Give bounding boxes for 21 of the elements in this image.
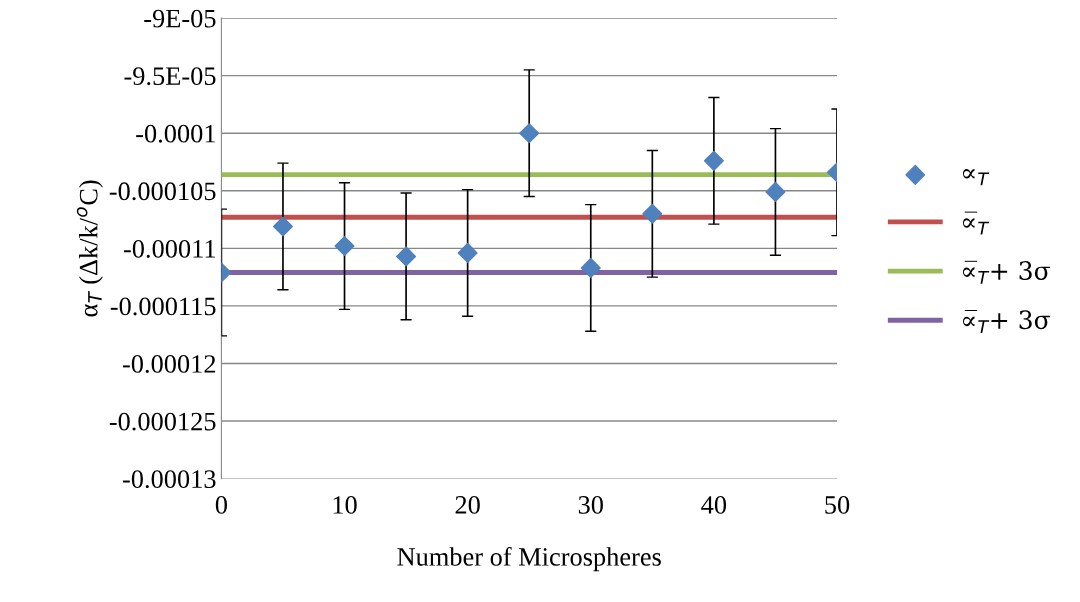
y-tick-label: -0.00011 [123,239,215,258]
y-tick-label: -0.000105 [109,182,216,201]
y-axis-title: α$_{T}$ (Δk/k/$^{o}$C) [76,180,103,317]
x-tick-label: 0 [215,496,227,514]
x-tick-label: 10 [333,496,357,514]
x-tick-label: 50 [825,496,850,514]
x-axis-title: Number of Microspheres [397,546,661,572]
y-tick-label: -0.00013 [122,470,216,489]
x-tick-label: 40 [701,496,727,514]
legend-label: ∝̅$_{T}$+ 3σ [962,260,1050,284]
y-tick-label: -0.00012 [122,355,216,373]
legend-label: ∝$_{T}$ [962,168,990,186]
x-tick-label: 30 [578,496,603,514]
y-tick-label: -9.5E-05 [124,67,216,86]
y-tick-label: -0.000115 [110,297,216,316]
x-tick-label: 20 [455,496,480,514]
legend-label: ∝̅$_{T}$ [962,211,990,235]
y-tick-label: -0.0001 [136,124,215,143]
y-tick-label: -0.000125 [109,412,216,431]
y-tick-label: -9E-05 [144,9,216,28]
legend-label: ∝̅$_{T}$+ 3σ [962,310,1050,333]
